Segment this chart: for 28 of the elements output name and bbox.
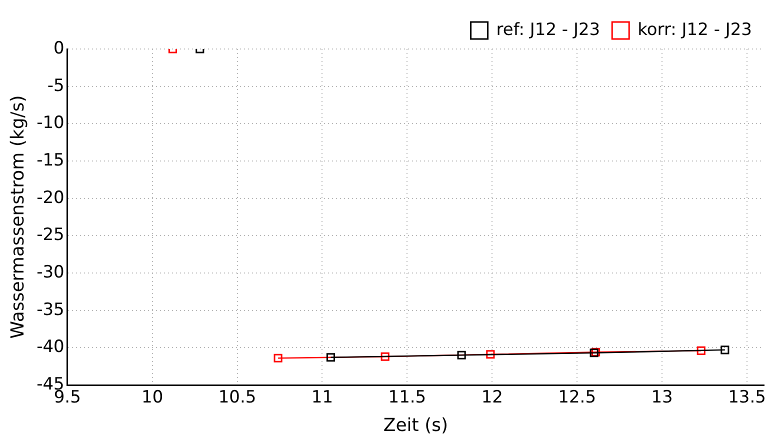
x-tick-label: 10.5 [218, 388, 256, 408]
x-tick-label: 10 [142, 388, 164, 408]
point [457, 350, 466, 360]
x-axis-title: Zeit (s) [383, 414, 448, 436]
y-tick-label: -15 [36, 150, 64, 170]
y-tick-label: -35 [36, 300, 64, 320]
point [326, 353, 336, 362]
x-tick-label: 12.5 [558, 388, 596, 408]
legend-label: ref: J12 - J23 [496, 20, 600, 40]
x-tick-label: 11.5 [388, 388, 426, 408]
y-axis-title: Wassermassenstrom (kg/s) [7, 95, 28, 339]
y-tick-label: 0 [54, 38, 64, 58]
y-tick-label: -40 [36, 337, 64, 358]
y-tick-label: -25 [36, 225, 64, 246]
x-tick-label: 13.5 [728, 388, 766, 408]
point [720, 346, 730, 354]
x-tick-label: 13 [651, 388, 673, 408]
point [486, 350, 495, 359]
y-tick-label: -20 [36, 188, 64, 208]
y-tick-label: -30 [36, 262, 64, 282]
point [274, 354, 282, 362]
point [696, 346, 706, 355]
legend-label: korr: J12 - J23 [638, 20, 752, 40]
y-tick-label: -10 [36, 113, 64, 134]
x-tick-label: 12 [481, 388, 503, 408]
point [380, 352, 390, 361]
x-tick-label: 11 [311, 388, 334, 408]
y-tick-label: -5 [47, 76, 64, 96]
